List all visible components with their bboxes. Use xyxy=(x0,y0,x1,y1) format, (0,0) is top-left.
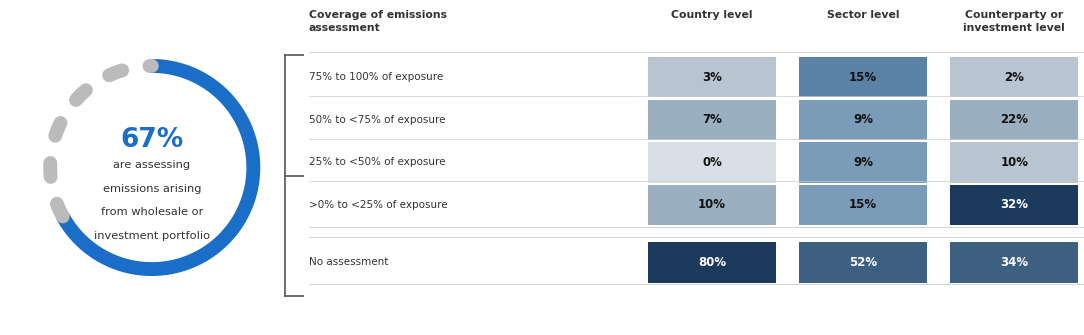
FancyBboxPatch shape xyxy=(799,57,927,97)
FancyBboxPatch shape xyxy=(799,242,927,283)
FancyBboxPatch shape xyxy=(951,57,1079,97)
FancyBboxPatch shape xyxy=(799,185,927,225)
Text: 50% to <75% of exposure: 50% to <75% of exposure xyxy=(309,115,446,125)
Text: are assessing: are assessing xyxy=(113,160,191,170)
Text: 80%: 80% xyxy=(698,256,726,269)
Text: Counterparty or
investment level: Counterparty or investment level xyxy=(964,10,1066,33)
Text: emissions arising: emissions arising xyxy=(103,184,201,194)
Text: 15%: 15% xyxy=(849,198,877,211)
Text: 2%: 2% xyxy=(1004,71,1024,83)
Text: 0%: 0% xyxy=(702,156,722,169)
Text: 10%: 10% xyxy=(698,198,726,211)
Text: >0% to <25% of exposure: >0% to <25% of exposure xyxy=(309,200,448,210)
FancyBboxPatch shape xyxy=(648,242,776,283)
Text: 34%: 34% xyxy=(1001,256,1029,269)
Text: Sector level: Sector level xyxy=(827,10,900,20)
Text: 7%: 7% xyxy=(702,113,722,126)
Text: 32%: 32% xyxy=(1001,198,1029,211)
FancyBboxPatch shape xyxy=(648,57,776,97)
Text: 75% to 100% of exposure: 75% to 100% of exposure xyxy=(309,72,443,82)
Text: from wholesale or: from wholesale or xyxy=(101,207,203,217)
FancyBboxPatch shape xyxy=(951,142,1079,183)
Text: No assessment: No assessment xyxy=(309,257,388,267)
Text: 9%: 9% xyxy=(853,113,873,126)
FancyBboxPatch shape xyxy=(951,99,1079,140)
Text: 52%: 52% xyxy=(849,256,877,269)
FancyBboxPatch shape xyxy=(648,99,776,140)
Text: 9%: 9% xyxy=(853,156,873,169)
Text: Coverage of emissions
assessment: Coverage of emissions assessment xyxy=(309,10,447,33)
FancyBboxPatch shape xyxy=(951,242,1079,283)
Text: Country level: Country level xyxy=(671,10,752,20)
Text: investment portfolio: investment portfolio xyxy=(93,230,210,241)
FancyBboxPatch shape xyxy=(648,142,776,183)
FancyBboxPatch shape xyxy=(799,99,927,140)
FancyBboxPatch shape xyxy=(799,142,927,183)
Text: 15%: 15% xyxy=(849,71,877,83)
Text: 3%: 3% xyxy=(702,71,722,83)
FancyBboxPatch shape xyxy=(648,185,776,225)
Text: 25% to <50% of exposure: 25% to <50% of exposure xyxy=(309,157,446,167)
Text: 67%: 67% xyxy=(120,127,183,153)
Text: 22%: 22% xyxy=(1001,113,1029,126)
Text: 10%: 10% xyxy=(1001,156,1029,169)
FancyBboxPatch shape xyxy=(951,185,1079,225)
